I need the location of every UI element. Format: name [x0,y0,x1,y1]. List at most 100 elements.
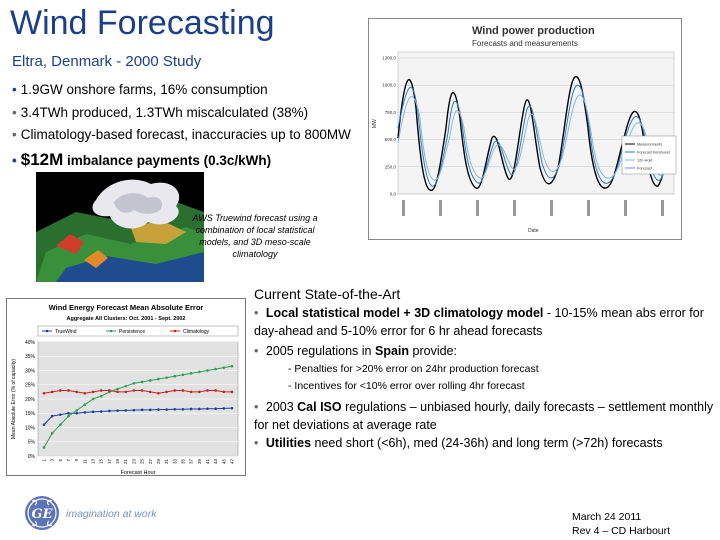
error-data-point [140,380,144,384]
error-data-point [148,390,152,394]
error-xtick-label: 41 [205,459,210,465]
error-xtick-label: 43 [213,459,218,465]
error-ytick-label: 20% [25,397,36,403]
error-xtick-label: 5 [58,459,63,462]
terrain-forecast-image [36,172,204,282]
error-data-point [91,390,95,394]
error-data-point [124,390,128,394]
error-data-point [99,410,103,413]
bullet-dot-icon: • [254,436,259,450]
error-data-point [124,409,128,412]
error-xtick-label: 3 [50,459,55,462]
error-chart: Wind Energy Forecast Mean Absolute Error… [6,298,246,476]
error-data-point [75,409,78,412]
error-xtick-label: 9 [74,459,79,462]
error-data-point [67,414,70,418]
error-data-point [140,408,144,412]
error-data-point [116,409,119,412]
error-data-point [59,389,62,392]
error-xtick-label: 27 [148,459,153,465]
wind-chart-ylabel: MW [372,119,378,128]
error-data-point [165,376,168,379]
error-data-point [148,379,152,382]
wind-xtick-mark [661,200,664,216]
error-data-point [206,369,209,372]
error-xtick-label: 11 [82,459,87,464]
error-chart-subtitle: Aggregate All Clusters: Oct. 2001 - Sept… [66,316,185,322]
error-data-point [50,431,54,435]
error-xtick-label: 7 [66,459,71,462]
error-data-point [198,390,201,394]
sota-paragraph-4: • Utilities need short (<6h), med (24-36… [254,436,663,450]
error-data-point [230,390,234,394]
wind-xtick-mark [587,200,590,216]
wind-xtick-mark [439,200,442,216]
error-data-point [222,407,226,410]
error-data-point [157,377,160,381]
sota-sub-2: - Incentives for <10% error over rolling… [288,380,525,392]
error-xtick-label: 15 [99,459,104,465]
error-chart-legend [37,325,239,337]
sota-paragraph-1: • Local statistical model + 3D climatolo… [254,306,704,338]
error-data-point [99,394,103,398]
error-data-point [116,387,119,391]
error-data-point [189,407,193,411]
error-data-point [157,408,160,411]
error-data-point [75,390,78,394]
wind-ytick-label: 250,0 [385,164,397,169]
error-data-point [206,407,209,410]
error-data-point [157,392,160,395]
error-data-point [59,423,62,426]
error-ytick-label: 25% [25,383,36,389]
sota-paragraph-3: • 2003 Cal ISO regulations – unbiased ho… [254,400,714,432]
error-data-point [42,423,46,426]
error-data-point [75,411,78,415]
wind-chart-xlabel: Date [528,228,539,234]
error-data-point [132,389,136,392]
error-data-point [206,389,209,392]
error-data-point [222,390,226,394]
error-xtick-label: 45 [221,459,226,465]
wind-legend-label: Forecast [637,167,653,171]
error-data-point [165,408,168,411]
error-legend-marker [173,329,177,333]
wind-xtick-mark [476,200,479,216]
sota-paragraph-2: • 2005 regulations in Spain provide: [254,344,457,358]
error-series-line [43,407,233,425]
error-data-point [108,389,111,392]
wind-ytick-label: 0,0 [390,192,397,197]
error-data-point [181,373,185,377]
error-data-point [148,408,152,412]
error-xtick-label: 35 [180,459,185,465]
error-ytick-label: 10% [25,425,36,431]
wind-xtick-mark [513,200,516,216]
bullet-1: • 1.9GW onshore farms, 16% consumption [12,82,268,97]
error-xtick-label: 33 [172,459,177,465]
error-xtick-label: 31 [164,459,169,465]
error-data-point [181,407,185,411]
error-ytick-label: 15% [25,411,36,417]
error-data-point [83,411,87,414]
bullet-dot-icon: • [254,344,259,358]
wind-xtick-mark [550,200,553,216]
error-data-point [222,366,226,369]
wind-xtick-mark [624,200,627,216]
error-data-point [181,389,185,392]
bullet-4: • $12M imbalance payments (0.3c/kWh) [12,150,272,169]
error-data-point [108,409,111,413]
error-data-point [214,389,217,392]
wind-power-chart: Wind power production Forecasts and meas… [368,18,682,240]
error-data-point [50,390,54,394]
error-data-point [189,390,193,394]
bullet-dot-icon: • [12,105,17,120]
wind-chart-title: Wind power production [472,25,595,37]
error-data-point [165,390,168,394]
footer-date: March 24 2011 [572,511,642,523]
wind-xtick-mark [402,200,405,216]
error-data-point [50,414,54,418]
forecast-caption: AWS Truewind forecast using a combinatio… [192,213,318,259]
error-data-point [198,370,201,374]
error-xtick-label: 19 [115,459,120,465]
wind-legend-label: Forecast Kemhuset [637,151,671,155]
error-xtick-label: 13 [91,459,96,465]
